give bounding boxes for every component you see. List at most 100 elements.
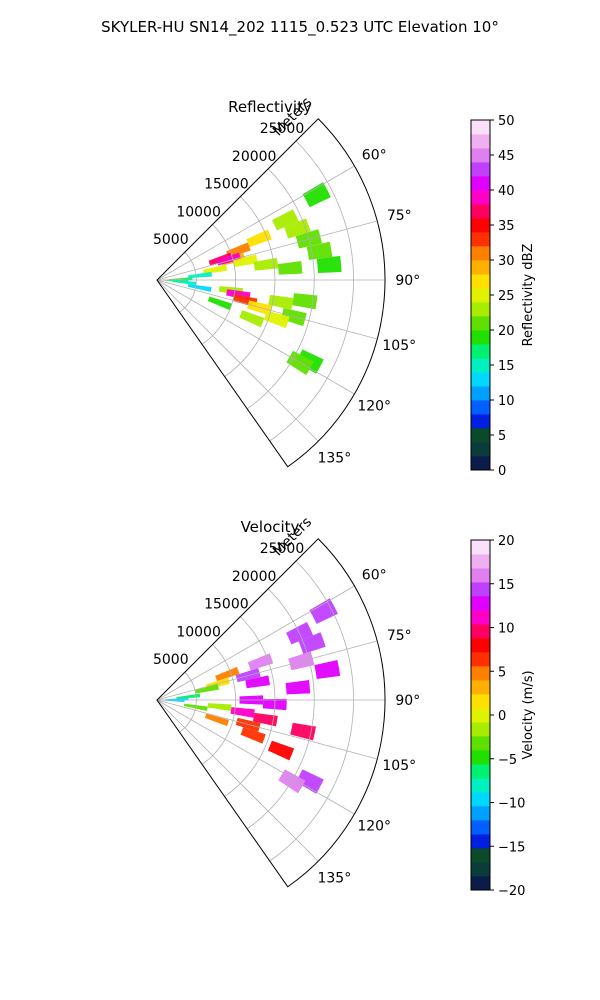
echo-cell <box>245 675 271 689</box>
echo-cell <box>268 294 294 310</box>
velocity-panel: Velocity 500010000150002000025000Meters6… <box>153 514 536 899</box>
colorbar-swatch <box>471 148 490 163</box>
echo-cell <box>203 264 228 274</box>
echo-cell <box>187 284 212 292</box>
azimuth-gridline <box>156 279 355 395</box>
colorbar-swatch <box>471 736 490 751</box>
echo-cell <box>295 769 324 794</box>
colorbar-swatch <box>471 582 490 597</box>
velocity-grid <box>156 538 386 888</box>
azimuth-tick-label: 105° <box>382 338 416 354</box>
figure-suptitle: SKYLER-HU SN14_202 1115_0.523 UTC Elevat… <box>101 18 499 37</box>
colorbar-tick-label: −5 <box>498 753 517 768</box>
echo-cell <box>172 280 197 286</box>
echo-cell <box>230 707 255 718</box>
colorbar-swatch <box>471 190 490 205</box>
colorbar-swatch <box>471 806 490 821</box>
azimuth-gridline <box>156 585 355 701</box>
colorbar-swatch <box>471 246 490 261</box>
velocity-title: Velocity <box>241 518 300 536</box>
colorbar-tick-label: 20 <box>498 324 515 339</box>
colorbar-swatch <box>471 134 490 149</box>
colorbar-swatch <box>471 722 490 737</box>
colorbar-swatch <box>471 834 490 849</box>
azimuth-gridline <box>156 279 319 442</box>
colorbar-swatch <box>471 862 490 877</box>
colorbar-swatch <box>471 120 490 135</box>
colorbar-swatch <box>471 554 490 569</box>
colorbar-swatch <box>471 638 490 653</box>
azimuth-tick-label: 120° <box>357 818 391 834</box>
radial-tick-label: 15000 <box>204 177 249 193</box>
colorbar-tick-label: 30 <box>498 254 515 269</box>
colorbar-swatch <box>471 400 490 415</box>
colorbar-swatch <box>471 666 490 681</box>
echo-cell <box>316 255 342 273</box>
sector-frame <box>156 538 386 888</box>
range-ring <box>246 168 315 410</box>
colorbar-swatch <box>471 764 490 779</box>
echo-cell <box>240 727 266 744</box>
colorbar-swatch <box>471 848 490 863</box>
colorbar-swatch <box>471 708 490 723</box>
colorbar-swatch <box>471 624 490 639</box>
range-ring <box>246 588 315 830</box>
azimuth-gridline <box>156 279 378 340</box>
echo-cell <box>290 722 316 741</box>
colorbar-swatch <box>471 820 490 835</box>
azimuth-gridline <box>156 165 355 281</box>
azimuth-tick-label: 60° <box>362 148 387 164</box>
colorbar-swatch <box>471 330 490 345</box>
echo-cell <box>235 717 261 732</box>
echo-cell <box>188 271 212 279</box>
range-ring <box>224 616 276 797</box>
colorbar-swatch <box>471 316 490 331</box>
radial-tick-label: 25000 <box>260 121 305 137</box>
azimuth-tick-label: 90° <box>395 693 420 709</box>
radial-tick-label: 15000 <box>204 597 249 613</box>
echo-cell <box>207 296 232 311</box>
radial-tick-label: 5000 <box>153 232 189 248</box>
azimuth-tick-label: 60° <box>362 568 387 584</box>
colorbar-tick-label: 50 <box>498 114 515 129</box>
colorbar-swatch <box>471 204 490 219</box>
azimuth-tick-label: 90° <box>395 273 420 289</box>
echo-cell <box>233 254 258 268</box>
radial-tick-label: 10000 <box>176 624 221 640</box>
range-ring <box>179 251 197 313</box>
radial-tick-label: 10000 <box>176 204 221 220</box>
colorbar-swatch <box>471 694 490 709</box>
range-ring <box>179 671 197 733</box>
echo-cell <box>302 182 331 208</box>
velocity-axis-labels: 500010000150002000025000Meters60°75°90°1… <box>153 514 420 886</box>
echo-cell <box>306 241 333 260</box>
reflectivity-echo-field <box>159 182 342 376</box>
echo-cell <box>309 598 338 624</box>
colorbar-tick-label: 5 <box>498 429 506 444</box>
colorbar-tick-label: 0 <box>498 709 506 724</box>
echo-cell <box>253 257 279 271</box>
colorbar-tick-label: 15 <box>498 578 515 593</box>
range-ring <box>201 644 236 765</box>
range-ring <box>269 560 354 862</box>
colorbar-label: Velocity (m/s) <box>521 670 536 759</box>
azimuth-gridline <box>156 640 378 701</box>
colorbar-swatch <box>471 372 490 387</box>
colorbar-swatch <box>471 750 490 765</box>
colorbar-swatch <box>471 876 490 891</box>
echo-cell <box>277 261 303 275</box>
azimuth-tick-label: 135° <box>317 870 351 886</box>
echo-cell <box>267 740 295 761</box>
colorbar-swatch <box>471 568 490 583</box>
azimuth-tick-label: 120° <box>357 398 391 414</box>
radial-tick-label: 20000 <box>232 569 277 585</box>
colorbar-tick-label: 10 <box>498 622 515 637</box>
reflectivity-grid <box>156 118 386 468</box>
colorbar-tick-label: 15 <box>498 359 515 374</box>
colorbar-tick-label: −10 <box>498 797 525 812</box>
colorbar-swatch <box>471 540 490 555</box>
echo-cell <box>164 697 189 701</box>
colorbar-swatch <box>471 302 490 317</box>
